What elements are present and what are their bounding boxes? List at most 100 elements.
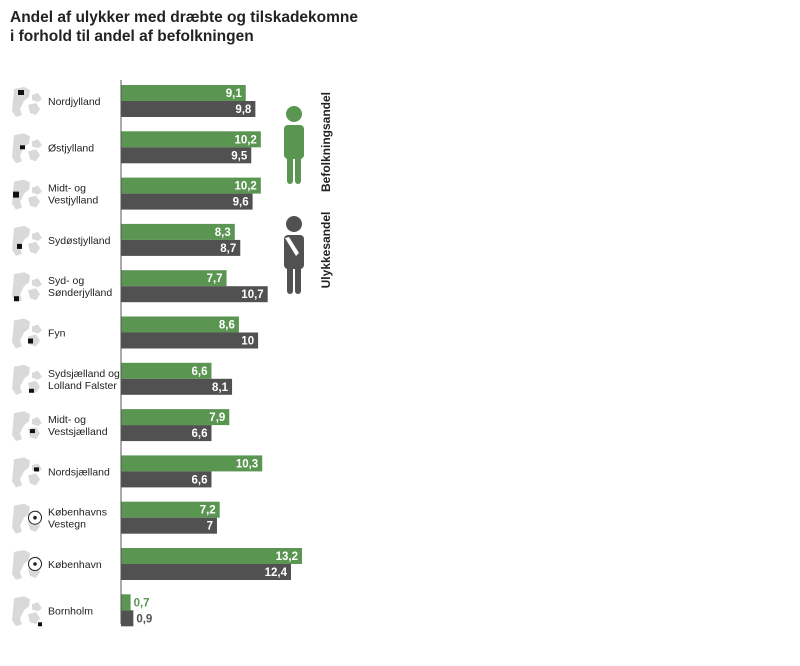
map-denmark-icon	[12, 272, 42, 303]
person-leg	[287, 264, 293, 294]
map-highlight	[13, 191, 19, 198]
chart-row: Bornholm 0,7 0,9	[12, 594, 152, 627]
chart-title-line-2: i forhold til andel af befolkningen	[10, 28, 254, 45]
map-denmark-icon	[12, 457, 42, 488]
population-value-label: 13,2	[276, 551, 298, 563]
map-shape	[12, 411, 42, 442]
legend-label-population: Befolkningsandel	[319, 92, 333, 192]
map-highlight	[38, 622, 42, 627]
region-label: Vestegn	[48, 519, 86, 531]
region-label: Fyn	[48, 328, 66, 340]
map-shape	[12, 457, 42, 488]
population-bar	[121, 594, 131, 611]
map-denmark-icon	[12, 596, 42, 627]
map-shape	[12, 133, 42, 164]
population-value-label: 10,2	[234, 134, 256, 146]
population-value-label: 8,6	[219, 320, 235, 332]
accident-value-label: 12,4	[265, 567, 288, 579]
chart-title: Andel af ulykker med dræbte og tilskadek…	[10, 8, 430, 46]
population-value-label: 9,1	[226, 88, 243, 100]
accident-bar	[121, 239, 241, 256]
map-denmark-icon	[12, 318, 42, 349]
person-torso	[284, 125, 304, 159]
accident-bar	[121, 610, 134, 627]
accident-value-label: 0,9	[136, 613, 152, 625]
population-value-label: 6,6	[191, 366, 207, 378]
map-highlight	[34, 467, 39, 472]
map-denmark-icon	[12, 87, 42, 117]
map-highlight	[18, 90, 24, 95]
accident-bar	[121, 101, 256, 117]
accident-value-label: 8,7	[220, 243, 236, 255]
map-denmark-icon	[12, 364, 42, 395]
population-bar	[121, 177, 261, 194]
population-bar	[121, 270, 227, 287]
population-bar	[121, 409, 230, 426]
chart-legend: Befolkningsandel Ulykkesandel	[284, 92, 333, 294]
region-label: Nordjylland	[48, 96, 101, 108]
region-label: Midt- og	[48, 414, 86, 426]
map-shape	[12, 225, 42, 256]
person-leg	[295, 154, 301, 184]
map-denmark-icon	[12, 411, 42, 442]
map-denmark-icon	[12, 179, 42, 210]
accident-value-label: 9,8	[235, 104, 252, 116]
population-bar	[121, 455, 263, 472]
population-bar	[121, 501, 220, 518]
chart-row: Fyn 8,6 10	[12, 316, 259, 349]
accident-bar	[121, 193, 253, 210]
map-highlight	[17, 243, 22, 249]
population-value-label: 7,7	[207, 273, 223, 285]
map-shape	[12, 318, 42, 349]
region-label: Bornholm	[48, 605, 93, 617]
chart-row: Nordsjælland 10,3 6,6	[12, 455, 263, 488]
chart-rows: Nordjylland 9,1 9,8 Østjylland 10,2 9,5 Midt- …	[12, 85, 302, 627]
population-bar	[121, 548, 302, 564]
chart-row: Sydøstjylland 8,3 8,7	[12, 223, 241, 256]
map-shape	[12, 179, 42, 210]
population-value-label: 7,2	[200, 505, 216, 517]
accident-bar	[121, 286, 268, 303]
map-denmark-icon	[12, 133, 42, 164]
population-value-label: 7,9	[209, 412, 225, 424]
region-label: Københavns	[48, 507, 107, 519]
population-bar	[121, 316, 239, 333]
region-label: Syd- og	[48, 275, 84, 287]
region-label: Midt- og	[48, 183, 86, 195]
region-label: Østjylland	[48, 142, 94, 154]
chart-row: Østjylland 10,2 9,5	[12, 131, 261, 164]
person-head	[286, 216, 302, 232]
accident-bar	[121, 332, 259, 349]
region-label: Nordsjælland	[48, 466, 110, 478]
map-denmark-icon	[12, 225, 42, 256]
region-label: Sydsjælland og	[48, 368, 120, 380]
person-icon	[284, 106, 304, 184]
map-highlight	[30, 429, 35, 434]
accident-value-label: 7	[207, 521, 213, 533]
accident-value-label: 6,6	[191, 428, 207, 440]
accident-bar	[121, 378, 233, 395]
region-label: Sønderjylland	[48, 287, 112, 299]
accident-value-label: 10	[241, 336, 254, 348]
region-label: Vestsjælland	[48, 426, 108, 438]
map-shape	[12, 272, 42, 303]
map-shape	[12, 87, 42, 117]
map-highlight	[29, 388, 34, 393]
region-label: Vestjylland	[48, 195, 98, 207]
person-leg	[287, 154, 293, 184]
accident-bar	[121, 517, 217, 534]
accident-bar	[121, 147, 252, 164]
accident-value-label: 10,7	[241, 289, 263, 301]
accident-value-label: 6,6	[191, 474, 207, 486]
region-label: Lolland Falster	[48, 380, 117, 392]
accident-value-label: 8,1	[212, 382, 229, 394]
chart-row: København 13,2 12,4	[12, 548, 302, 580]
person-head	[286, 106, 302, 122]
population-value-label: 0,7	[134, 597, 150, 609]
population-value-label: 8,3	[215, 227, 231, 239]
map-circle-dot	[33, 562, 37, 566]
